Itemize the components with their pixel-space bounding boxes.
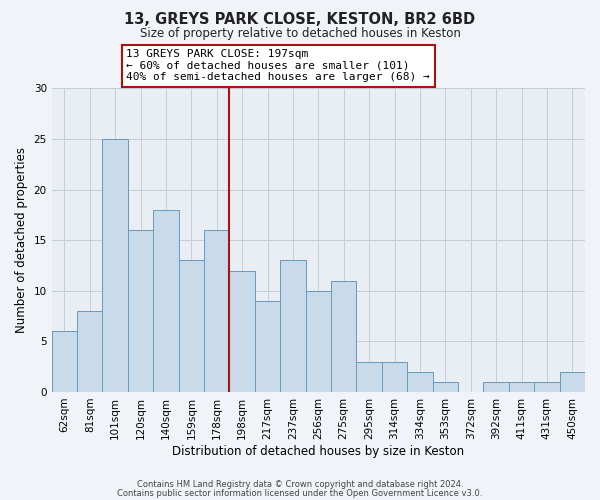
Bar: [229, 270, 255, 392]
Bar: [77, 311, 103, 392]
Bar: [356, 362, 382, 392]
Bar: [153, 210, 179, 392]
Bar: [407, 372, 433, 392]
Bar: [204, 230, 229, 392]
Bar: [103, 139, 128, 392]
Bar: [280, 260, 305, 392]
Bar: [255, 301, 280, 392]
Bar: [331, 280, 356, 392]
Text: Contains HM Land Registry data © Crown copyright and database right 2024.: Contains HM Land Registry data © Crown c…: [137, 480, 463, 489]
Bar: [433, 382, 458, 392]
Text: Contains public sector information licensed under the Open Government Licence v3: Contains public sector information licen…: [118, 488, 482, 498]
Text: 13 GREYS PARK CLOSE: 197sqm
← 60% of detached houses are smaller (101)
40% of se: 13 GREYS PARK CLOSE: 197sqm ← 60% of det…: [127, 49, 430, 82]
Text: Size of property relative to detached houses in Keston: Size of property relative to detached ho…: [140, 28, 460, 40]
Y-axis label: Number of detached properties: Number of detached properties: [15, 147, 28, 333]
Bar: [128, 230, 153, 392]
Text: 13, GREYS PARK CLOSE, KESTON, BR2 6BD: 13, GREYS PARK CLOSE, KESTON, BR2 6BD: [124, 12, 476, 28]
Bar: [484, 382, 509, 392]
X-axis label: Distribution of detached houses by size in Keston: Distribution of detached houses by size …: [172, 444, 464, 458]
Bar: [179, 260, 204, 392]
Bar: [534, 382, 560, 392]
Bar: [560, 372, 585, 392]
Bar: [382, 362, 407, 392]
Bar: [52, 331, 77, 392]
Bar: [509, 382, 534, 392]
Bar: [305, 291, 331, 392]
